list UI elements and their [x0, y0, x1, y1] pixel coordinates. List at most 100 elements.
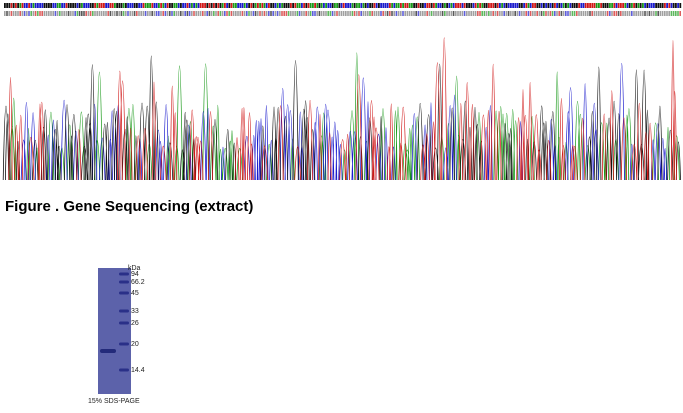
base-call — [274, 3, 277, 8]
base-letter — [501, 11, 503, 16]
base-letter — [107, 11, 109, 16]
base-letter — [287, 11, 290, 16]
base-call — [602, 3, 605, 8]
base-letter — [138, 11, 140, 16]
base-call — [668, 3, 671, 8]
base-call — [620, 3, 622, 8]
base-call — [248, 3, 250, 8]
base-call — [650, 3, 653, 8]
base-letter — [448, 11, 450, 16]
base-letter — [213, 11, 215, 16]
base-call — [318, 3, 321, 8]
base-letter — [345, 11, 347, 16]
base-call — [670, 3, 673, 8]
base-call — [523, 3, 525, 8]
base-call — [554, 3, 556, 8]
base-call — [490, 3, 492, 8]
base-call — [149, 3, 151, 8]
base-call — [21, 3, 24, 8]
base-letter — [329, 11, 332, 16]
base-call — [45, 3, 48, 8]
base-call — [96, 3, 99, 8]
base-letter — [578, 11, 580, 16]
base-letter — [100, 11, 103, 16]
base-letter — [276, 11, 279, 16]
base-call — [433, 3, 435, 8]
base-letter — [655, 11, 657, 16]
base-call — [459, 3, 462, 8]
base-letter — [527, 11, 530, 16]
base-letter — [455, 11, 457, 16]
base-call — [72, 3, 74, 8]
base-call — [356, 3, 358, 8]
base-letter — [584, 11, 587, 16]
base-letter — [639, 11, 642, 16]
base-call — [369, 3, 371, 8]
base-call — [158, 3, 160, 8]
base-letter — [549, 11, 552, 16]
base-call — [52, 3, 55, 8]
base-letter — [457, 11, 459, 16]
base-letter — [232, 11, 235, 16]
base-letter — [76, 11, 79, 16]
base-call — [23, 3, 26, 8]
base-letter — [259, 11, 261, 16]
base-letter — [545, 11, 547, 16]
base-call — [296, 3, 299, 8]
base-letter — [162, 11, 164, 16]
base-call — [50, 3, 52, 8]
base-letter — [26, 11, 28, 16]
base-letter — [41, 11, 43, 16]
base-call — [217, 3, 220, 8]
base-call — [263, 3, 266, 8]
base-letter — [327, 11, 329, 16]
base-call — [219, 3, 222, 8]
base-letter — [292, 11, 294, 16]
base-call — [287, 3, 290, 8]
base-call — [111, 3, 114, 8]
base-call — [65, 3, 68, 8]
base-letter — [604, 11, 607, 16]
base-letter — [268, 11, 270, 16]
base-letter — [430, 11, 433, 16]
base-letter — [505, 11, 508, 16]
base-letter — [318, 11, 321, 16]
base-letter — [417, 11, 420, 16]
base-call — [446, 3, 448, 8]
base-call — [127, 3, 129, 8]
base-letter — [536, 11, 538, 16]
base-call — [63, 3, 66, 8]
base-letter — [270, 11, 272, 16]
base-call — [30, 3, 33, 8]
marker-band — [119, 272, 129, 276]
base-call — [386, 3, 389, 8]
base-call — [402, 3, 404, 8]
base-letter — [204, 11, 206, 16]
marker-band — [119, 368, 129, 372]
base-letter — [314, 11, 316, 16]
base-letter — [459, 11, 461, 16]
base-call — [12, 3, 15, 8]
base-call — [430, 3, 433, 8]
base-letter — [19, 11, 21, 16]
base-letter — [133, 11, 136, 16]
base-letter — [573, 11, 576, 16]
base-call — [358, 3, 360, 8]
base-call — [593, 3, 596, 8]
sample-band — [100, 349, 116, 353]
base-letter — [439, 11, 442, 16]
base-letter — [554, 11, 556, 16]
base-letter — [316, 11, 318, 16]
base-letter — [598, 11, 600, 16]
base-call — [89, 3, 92, 8]
base-letter — [294, 11, 296, 16]
base-call — [41, 3, 44, 8]
base-letter — [661, 11, 664, 16]
base-letter — [516, 11, 519, 16]
base-call — [406, 3, 409, 8]
base-call — [279, 3, 281, 8]
base-letter — [477, 11, 479, 16]
base-letter — [237, 11, 239, 16]
base-letter — [96, 11, 98, 16]
base-letter — [169, 11, 171, 16]
